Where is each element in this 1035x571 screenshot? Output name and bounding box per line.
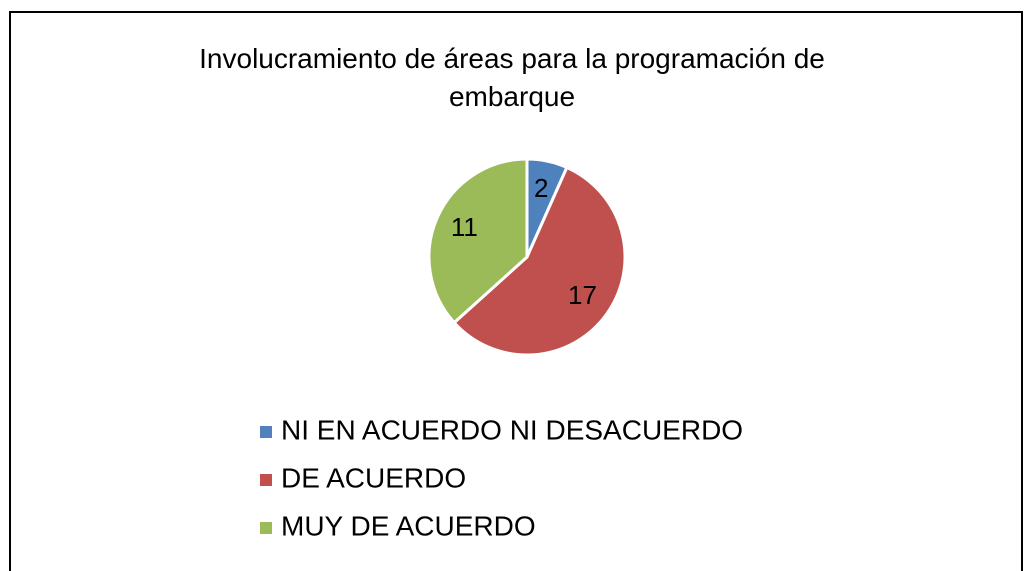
pie-slice xyxy=(452,165,627,357)
data-label: 17 xyxy=(568,280,597,310)
pie-slice xyxy=(427,157,529,325)
chart-frame xyxy=(9,11,1023,571)
legend-swatch xyxy=(260,522,272,534)
data-label: 2 xyxy=(534,173,548,203)
data-label: 11 xyxy=(451,212,478,242)
chart-title: Involucramiento de áreas para la program… xyxy=(199,43,825,112)
legend-swatch xyxy=(260,426,272,438)
legend-label: MUY DE ACUERDO xyxy=(281,510,536,541)
legend-label: NI EN ACUERDO NI DESACUERDO xyxy=(281,414,743,445)
legend-swatch xyxy=(260,474,272,486)
legend-label: DE ACUERDO xyxy=(281,462,466,493)
